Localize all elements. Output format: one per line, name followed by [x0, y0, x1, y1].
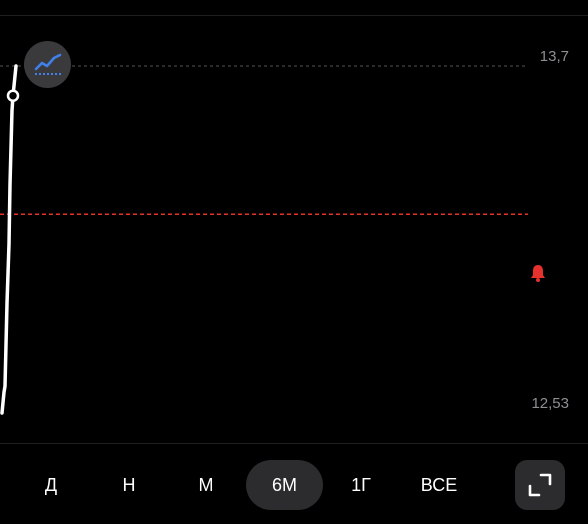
expand-icon — [528, 473, 552, 497]
bell-alert-icon[interactable] — [530, 264, 546, 282]
top-divider — [0, 15, 588, 16]
y-axis-min-label: 12,53 — [531, 395, 569, 412]
period-button-all[interactable]: ВСЕ — [420, 474, 458, 495]
period-button-year[interactable]: 1Г — [351, 474, 371, 495]
price-series-line — [0, 64, 18, 415]
period-button-day[interactable]: Д — [44, 474, 58, 495]
chart-line-icon — [34, 53, 61, 75]
period-button-week[interactable]: Н — [122, 474, 136, 495]
y-axis-max-label: 13,7 — [539, 48, 569, 65]
chart-canvas — [0, 64, 528, 415]
expand-chart-button[interactable] — [515, 460, 565, 510]
period-button-6-months[interactable]: 6М — [246, 460, 323, 510]
bottom-divider — [0, 443, 588, 444]
chart-type-toggle-button[interactable] — [24, 41, 71, 88]
period-button-month[interactable]: М — [198, 474, 214, 495]
price-point-marker[interactable] — [6, 89, 20, 102]
price-chart[interactable]: 13,7 12,53 — [0, 0, 588, 444]
period-selector: Д Н М 6М 1Г ВСЕ — [0, 444, 588, 524]
